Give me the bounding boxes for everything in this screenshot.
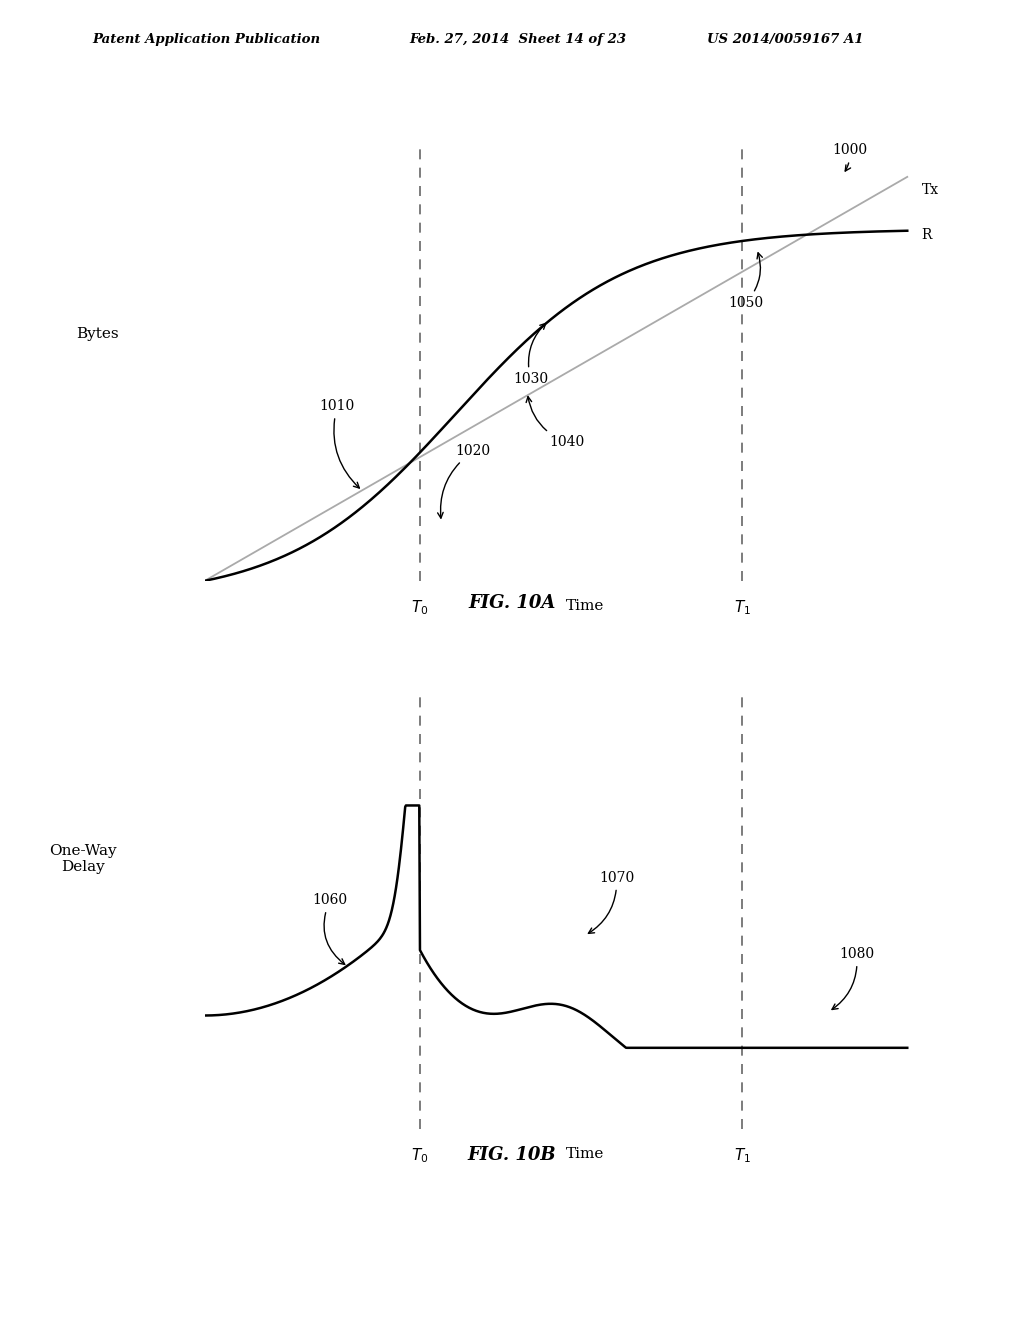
Text: 1020: 1020 — [437, 444, 490, 519]
Text: $T_1$: $T_1$ — [734, 599, 751, 618]
Text: R: R — [922, 228, 932, 243]
Text: Tx: Tx — [922, 183, 939, 198]
Text: 1070: 1070 — [589, 871, 634, 933]
Text: 1000: 1000 — [831, 144, 867, 172]
Text: 1050: 1050 — [728, 253, 763, 310]
Text: 1080: 1080 — [831, 946, 874, 1010]
Text: 1030: 1030 — [513, 323, 548, 387]
Text: One-Way
Delay: One-Way Delay — [49, 845, 117, 874]
Text: Bytes: Bytes — [76, 327, 119, 341]
Text: 1060: 1060 — [312, 894, 347, 965]
Text: FIG. 10A: FIG. 10A — [468, 594, 556, 612]
Text: Feb. 27, 2014  Sheet 14 of 23: Feb. 27, 2014 Sheet 14 of 23 — [410, 33, 627, 46]
Text: US 2014/0059167 A1: US 2014/0059167 A1 — [707, 33, 863, 46]
Text: $T_0$: $T_0$ — [411, 1147, 429, 1166]
Text: 1010: 1010 — [319, 399, 359, 488]
Text: Time: Time — [565, 599, 604, 612]
Text: 1040: 1040 — [526, 396, 584, 449]
Text: Time: Time — [565, 1147, 604, 1160]
Text: Patent Application Publication: Patent Application Publication — [92, 33, 321, 46]
Text: $T_1$: $T_1$ — [734, 1147, 751, 1166]
Text: FIG. 10B: FIG. 10B — [468, 1146, 556, 1164]
Text: $T_0$: $T_0$ — [411, 599, 429, 618]
